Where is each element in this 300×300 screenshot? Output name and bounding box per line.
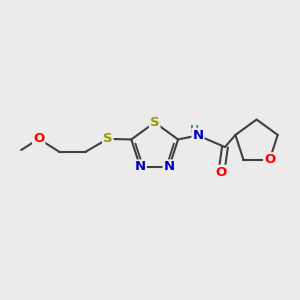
Text: O: O bbox=[216, 166, 227, 179]
Text: O: O bbox=[33, 132, 44, 146]
Text: N: N bbox=[164, 160, 175, 173]
Text: N: N bbox=[135, 160, 146, 173]
Text: S: S bbox=[103, 132, 113, 146]
Text: H: H bbox=[190, 124, 199, 134]
Text: S: S bbox=[150, 116, 160, 129]
Text: O: O bbox=[264, 153, 275, 166]
Text: N: N bbox=[192, 129, 204, 142]
